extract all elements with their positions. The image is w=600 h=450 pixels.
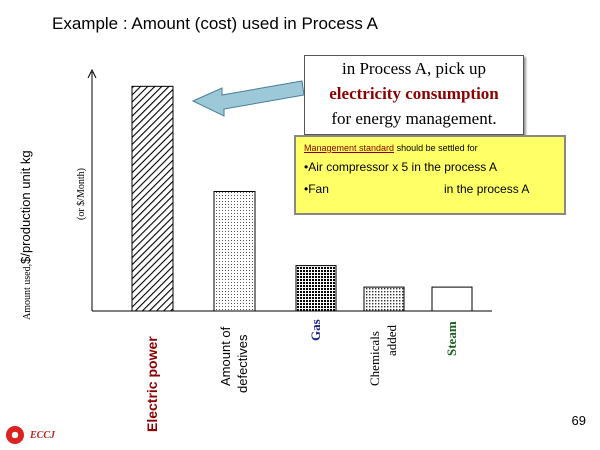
management-standard-box: Management standard should be settled fo… (294, 135, 566, 215)
callout-line-2: electricity consumption (329, 84, 499, 103)
x-tick-label: Amount of (217, 326, 233, 386)
eccj-logo: ECCJ (6, 426, 55, 444)
page-title: Example : Amount (cost) used in Process … (52, 14, 378, 33)
callout-arrow (191, 80, 305, 117)
bar-chemicals-added (363, 286, 405, 312)
x-tick-label: added (384, 324, 399, 356)
x-tick-label: Steam (443, 321, 459, 356)
x-tick-label: Gas (307, 318, 323, 341)
bar-electric-power (131, 85, 174, 312)
x-tick-label: defectives (234, 334, 250, 394)
management-heading-underlined: Management standard (304, 143, 395, 153)
callout-line-1: in Process A, pick up (341, 59, 487, 78)
callout-box: in Process A, pick up electricity consum… (304, 55, 524, 135)
management-item: •Air compressor x 5 in the process A (304, 160, 497, 174)
page-number: 69 (571, 413, 586, 428)
eccj-logo-icon (6, 426, 24, 444)
x-tick-label: Chemicals (367, 330, 382, 386)
management-heading: Management standard should be settled fo… (304, 143, 556, 153)
bar-steam (431, 286, 473, 312)
y-axis-sublabel: (or $/Month) (76, 168, 87, 220)
bar-amount-of-defectives (213, 191, 256, 312)
management-item: •Fan in the process A (304, 182, 530, 196)
management-heading-rest: should be settled for (394, 143, 478, 153)
x-tick-label: Electric power (143, 335, 160, 432)
bar-gas (295, 265, 337, 312)
y-axis-label: Amount used,$/production unit kg (18, 150, 33, 320)
callout-line-3: for energy management. (331, 109, 497, 128)
y-axis-arrow (87, 68, 97, 79)
